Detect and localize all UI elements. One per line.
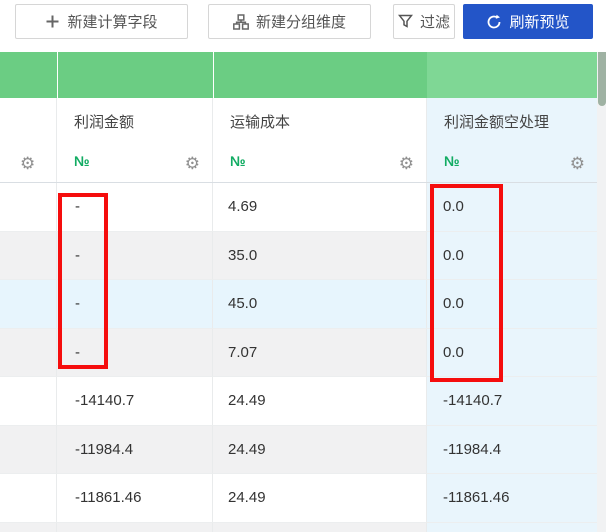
plus-icon xyxy=(45,14,60,29)
org-chart-icon xyxy=(233,13,249,30)
row-header-cell[interactable] xyxy=(0,377,57,426)
data-cell[interactable] xyxy=(427,522,597,532)
column-band-profit xyxy=(58,52,213,98)
table-row[interactable]: -11861.46 24.49 -11861.46 xyxy=(0,474,597,523)
table-row[interactable]: -35.0 0.0 xyxy=(0,231,597,280)
column-header-profit-null-handled[interactable]: 利润金额空处理 № ⚙ xyxy=(427,98,597,182)
gear-icon[interactable]: ⚙ xyxy=(20,154,36,173)
vertical-scrollbar-thumb[interactable] xyxy=(597,52,606,106)
table-row[interactable]: -11984.4 24.49 -11984.4 xyxy=(0,425,597,474)
row-header-cell[interactable] xyxy=(0,522,57,532)
data-cell[interactable]: -14140.7 xyxy=(57,377,213,426)
numeric-type-badge[interactable]: № xyxy=(444,153,460,169)
column-band-profit-null-handled-selected xyxy=(427,52,597,98)
new-calc-field-button[interactable]: 新建计算字段 xyxy=(15,4,188,39)
new-group-dimension-button[interactable]: 新建分组维度 xyxy=(208,4,371,39)
table-row[interactable]: -7.07 0.0 xyxy=(0,328,597,377)
new-calc-field-label: 新建计算字段 xyxy=(67,14,158,31)
column-title: 利润金额空处理 xyxy=(444,114,550,131)
data-cell[interactable]: - xyxy=(57,280,213,329)
gear-icon[interactable]: ⚙ xyxy=(184,154,200,173)
data-cell[interactable]: -11861.46 xyxy=(57,474,213,523)
data-cell[interactable]: 0.0 xyxy=(427,328,597,377)
refresh-preview-label: 刷新预览 xyxy=(509,14,570,31)
data-cell[interactable] xyxy=(213,522,427,532)
table-header: ⚙ 利润金额 № ⚙ 运输成本 № ⚙ 利润金额空处理 № ⚙ xyxy=(0,98,597,183)
data-cell[interactable]: 0.0 xyxy=(427,280,597,329)
gear-icon[interactable]: ⚙ xyxy=(398,154,414,173)
row-header-cell[interactable] xyxy=(0,425,57,474)
data-cell[interactable]: 35.0 xyxy=(213,231,427,280)
row-header-cell[interactable] xyxy=(0,474,57,523)
numeric-type-badge[interactable]: № xyxy=(230,153,246,169)
table-row[interactable]: -4.69 0.0 xyxy=(0,183,597,232)
refresh-preview-button[interactable]: 刷新预览 xyxy=(463,4,593,39)
data-cell[interactable] xyxy=(57,522,213,532)
data-cell[interactable]: -11984.4 xyxy=(427,425,597,474)
numeric-type-badge[interactable]: № xyxy=(74,153,90,169)
column-band-shipping xyxy=(214,52,427,98)
data-cell[interactable]: 0.0 xyxy=(427,183,597,232)
row-header-cell[interactable] xyxy=(0,280,57,329)
new-group-dimension-label: 新建分组维度 xyxy=(255,14,346,31)
row-header-cell[interactable] xyxy=(0,328,57,377)
vertical-scrollbar-track[interactable] xyxy=(597,52,606,532)
data-cell[interactable]: 4.69 xyxy=(213,183,427,232)
table-row[interactable]: -45.0 0.0 xyxy=(0,280,597,329)
row-header-cell[interactable] xyxy=(0,231,57,280)
filter-button[interactable]: 过滤 xyxy=(393,4,455,39)
data-cell[interactable]: -14140.7 xyxy=(427,377,597,426)
table-body: -4.69 0.0-35.0 0.0-45.0 0.0-7.07 0.0 -14140.7… xyxy=(0,183,597,532)
funnel-icon xyxy=(397,14,413,29)
data-cell[interactable]: 0.0 xyxy=(427,231,597,280)
column-title: 利润金额 xyxy=(74,114,135,131)
column-header-shipping-cost[interactable]: 运输成本 № ⚙ xyxy=(213,98,427,182)
data-cell[interactable]: - xyxy=(57,183,213,232)
header-corner-cell[interactable]: ⚙ xyxy=(0,98,57,182)
data-cell[interactable]: 45.0 xyxy=(213,280,427,329)
column-title: 运输成本 xyxy=(230,114,291,131)
data-cell[interactable]: - xyxy=(57,328,213,377)
data-cell[interactable]: - xyxy=(57,231,213,280)
data-cell[interactable]: -11861.46 xyxy=(427,474,597,523)
data-cell[interactable]: 7.07 xyxy=(213,328,427,377)
table-row[interactable] xyxy=(0,522,597,532)
data-cell[interactable]: 24.49 xyxy=(213,377,427,426)
column-header-profit[interactable]: 利润金额 № ⚙ xyxy=(57,98,213,182)
circular-arrow-icon xyxy=(486,14,502,30)
data-cell[interactable]: 24.49 xyxy=(213,425,427,474)
filter-label: 过滤 xyxy=(419,14,450,31)
data-cell[interactable]: -11984.4 xyxy=(57,425,213,474)
table-row[interactable]: -14140.7 24.49 -14140.7 xyxy=(0,377,597,426)
data-cell[interactable]: 24.49 xyxy=(213,474,427,523)
row-header-cell[interactable] xyxy=(0,183,57,232)
column-band-row-header xyxy=(0,52,57,98)
gear-icon[interactable]: ⚙ xyxy=(569,154,585,173)
